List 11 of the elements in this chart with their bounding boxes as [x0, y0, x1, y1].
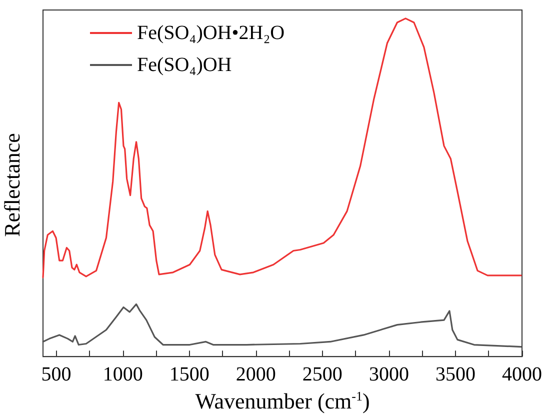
legend-label: Fe(SO₄)OH	[137, 54, 232, 76]
x-tick-label: 4000	[502, 364, 542, 386]
x-tick-label: 1500	[169, 364, 210, 386]
x-tick-label: 500	[41, 364, 72, 386]
x-tick-label: 1000	[102, 364, 143, 386]
legend-label: Fe(SO₄)OH•2H₂O	[137, 22, 285, 44]
x-tick-label: 2500	[302, 364, 342, 386]
x-tick-label: 2000	[236, 364, 276, 386]
x-tick-label: 3500	[435, 364, 476, 386]
x-tick-label: 3000	[368, 364, 409, 386]
y-axis-title: Reflectance	[0, 133, 24, 237]
